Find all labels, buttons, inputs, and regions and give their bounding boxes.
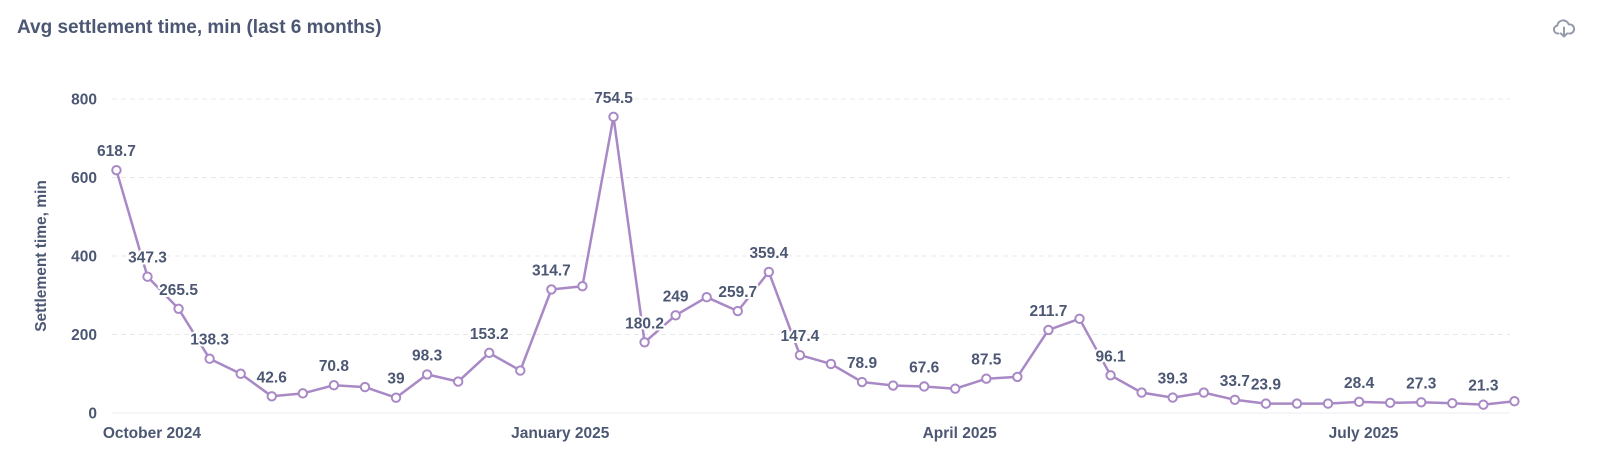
data-point <box>266 391 277 402</box>
cloud-download-icon <box>1553 19 1576 38</box>
data-label: 347.3 <box>128 250 167 267</box>
data-point <box>452 376 464 387</box>
data-point <box>546 284 557 295</box>
data-point <box>1291 398 1303 409</box>
data-label: 249 <box>663 288 689 305</box>
axes: 0 200 400 600 800 October 2024 January 2025 Apr… <box>71 92 1399 443</box>
data-labels: 618.7 347.3 265.5 138.3 42.6 70.8 39 98.3 153.2 3… <box>95 88 1501 397</box>
data-label: 138.3 <box>190 332 229 349</box>
data-point <box>390 392 402 403</box>
data-point <box>1416 397 1427 408</box>
data-label: 67.6 <box>909 359 940 376</box>
y-tick-label: 0 <box>88 406 97 423</box>
data-label: 359.4 <box>749 245 788 262</box>
data-point <box>732 305 743 317</box>
grid-lines <box>112 98 1510 414</box>
data-label: 147.4 <box>781 328 820 345</box>
data-point <box>142 271 153 282</box>
series-line <box>115 115 1515 406</box>
data-point <box>981 373 992 384</box>
data-point <box>235 368 246 379</box>
data-point <box>1260 398 1272 409</box>
x-tick-label: October 2024 <box>103 425 202 442</box>
data-point <box>1384 397 1396 408</box>
data-point <box>297 388 309 399</box>
x-tick-label: January 2025 <box>511 425 610 442</box>
data-point <box>639 337 650 348</box>
data-point <box>763 266 775 278</box>
data-point <box>1043 324 1054 336</box>
y-tick-label: 400 <box>71 249 97 266</box>
data-point <box>701 292 712 303</box>
data-label: 28.4 <box>1344 375 1375 392</box>
data-label: 618.7 <box>97 143 136 160</box>
data-point <box>950 383 961 394</box>
series-line-layer <box>115 115 1515 406</box>
y-tick-label: 200 <box>71 327 97 344</box>
x-tick-label: April 2025 <box>923 425 997 442</box>
data-label: 33.7 <box>1220 373 1250 390</box>
data-point <box>515 365 526 376</box>
data-point <box>173 303 184 314</box>
data-label: 42.6 <box>257 369 288 386</box>
data-point <box>1229 394 1241 405</box>
data-label: 754.5 <box>594 90 633 107</box>
data-point <box>794 349 806 361</box>
x-tick-label: July 2025 <box>1329 425 1399 442</box>
data-point <box>1353 396 1365 408</box>
data-point <box>577 281 588 292</box>
data-point <box>887 380 899 391</box>
data-point <box>1198 387 1209 398</box>
data-label: 153.2 <box>470 326 509 343</box>
y-axis-label: Settlement time, min <box>33 180 50 332</box>
data-point <box>359 381 371 393</box>
data-point <box>1136 387 1147 398</box>
data-label: 70.8 <box>319 358 350 375</box>
data-label: 21.3 <box>1468 378 1499 395</box>
data-label: 23.9 <box>1251 377 1282 394</box>
data-point <box>1322 398 1334 409</box>
data-point <box>1167 392 1178 403</box>
data-label: 265.5 <box>159 282 198 299</box>
y-tick-label: 600 <box>71 170 97 187</box>
data-label: 27.3 <box>1406 375 1437 392</box>
data-point <box>1447 397 1458 409</box>
data-label: 87.5 <box>971 352 1002 369</box>
chart-title: Avg settlement time, min (last 6 months) <box>17 17 382 38</box>
data-point <box>918 381 930 392</box>
data-point <box>421 369 433 380</box>
data-point <box>670 310 681 321</box>
data-point <box>856 376 868 388</box>
data-label: 98.3 <box>412 347 443 364</box>
data-label: 259.7 <box>718 284 757 301</box>
data-points <box>111 111 1520 410</box>
data-point <box>1012 371 1023 383</box>
data-label: 39 <box>387 371 405 388</box>
data-label: 39.3 <box>1158 371 1189 388</box>
data-point <box>1509 396 1520 407</box>
y-tick-label: 800 <box>71 92 97 109</box>
data-label: 78.9 <box>847 355 878 372</box>
data-point <box>484 347 495 359</box>
data-point <box>204 353 215 364</box>
data-label: 211.7 <box>1029 303 1067 320</box>
data-label: 180.2 <box>625 315 664 332</box>
data-point <box>825 358 837 370</box>
data-point <box>111 164 122 176</box>
data-point <box>328 380 340 391</box>
download-button[interactable] <box>1552 18 1576 40</box>
data-point <box>1105 370 1116 381</box>
data-point <box>1074 313 1085 324</box>
data-label: 96.1 <box>1095 348 1126 365</box>
data-label: 314.7 <box>532 262 571 279</box>
data-point <box>1478 399 1489 410</box>
data-point <box>608 111 619 123</box>
